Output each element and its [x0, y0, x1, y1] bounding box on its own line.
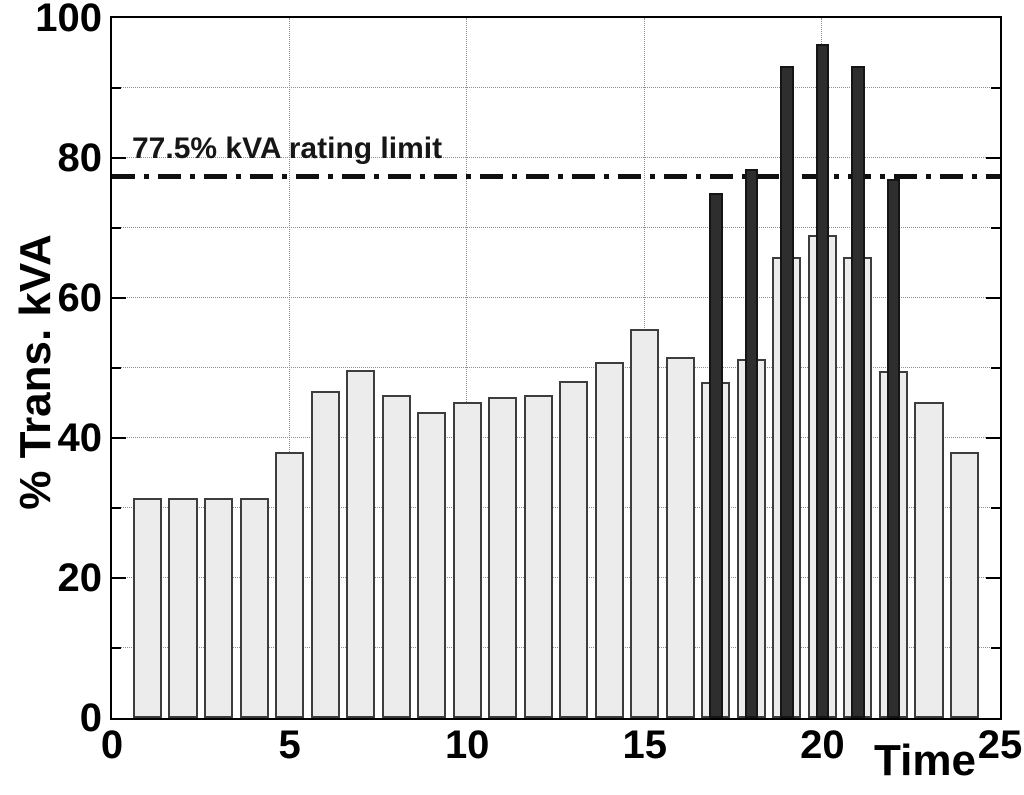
load-bar-hour-11	[488, 396, 518, 718]
h-gridline-60	[112, 297, 1000, 298]
y-axis-tick-right	[991, 367, 1000, 369]
y-axis-tick-right	[986, 157, 1000, 159]
load-bar-hour-3	[203, 497, 234, 718]
load-bar-hour-12	[523, 395, 553, 718]
load-bar-hour-1	[132, 497, 163, 718]
x-tick-label-5: 5	[278, 723, 301, 767]
load-bar-hour-9	[417, 412, 447, 718]
x-tick-label-25: 25	[977, 723, 1023, 767]
load-bar-hour-2	[168, 497, 198, 718]
y-tick-label-100: 100	[35, 0, 102, 40]
y-axis-tick-right	[991, 227, 1000, 229]
h-gridline-10	[112, 647, 1000, 648]
load-bar-hour-24	[949, 452, 980, 718]
y-tick-label-0: 0	[79, 696, 102, 740]
y-axis-tick-left	[112, 577, 126, 579]
h-gridline-50	[112, 367, 1000, 368]
y-axis-label: % Trans. kVA	[11, 234, 60, 510]
y-axis-tick-right	[986, 437, 1000, 439]
y-tick-label-80: 80	[57, 136, 103, 180]
peak-bar-hour-22	[886, 179, 901, 718]
peak-bar-hour-17	[709, 193, 723, 718]
load-bar-hour-6	[310, 391, 340, 718]
load-bar-hour-4	[239, 497, 269, 718]
load-bar-hour-14	[594, 362, 624, 718]
load-bar-hour-8	[381, 395, 411, 718]
y-axis-tick-left	[112, 367, 121, 369]
y-axis-tick-right	[991, 507, 1000, 509]
plot-area: 77.5% kVA rating limit	[110, 16, 1002, 720]
x-axis-label: Time	[874, 736, 976, 785]
h-gridline-40	[112, 437, 1000, 438]
peak-bar-hour-18	[744, 168, 759, 718]
peak-bar-hour-21	[851, 65, 865, 718]
x-tick-label-10: 10	[444, 723, 490, 767]
y-axis-tick-left	[112, 507, 121, 509]
y-axis-tick-right	[986, 577, 1000, 579]
y-tick-label-40: 40	[57, 416, 103, 460]
load-bar-hour-23	[914, 402, 944, 718]
y-axis-tick-left	[112, 297, 126, 299]
load-bar-hour-16	[665, 356, 695, 718]
h-gridline-90	[112, 87, 1000, 88]
v-gridline-5	[288, 18, 290, 718]
y-axis-tick-left	[112, 437, 126, 439]
h-gridline-30	[112, 507, 1000, 508]
h-gridline-70	[112, 227, 1000, 228]
load-bar-hour-13	[559, 380, 589, 718]
y-axis-tick-right	[986, 297, 1000, 299]
y-axis-tick-left	[112, 157, 126, 159]
peak-bar-hour-19	[780, 65, 794, 718]
kva-limit-label: 77.5% kVA rating limit	[132, 131, 443, 165]
load-bar-hour-5	[275, 452, 305, 718]
x-tick-label-0: 0	[100, 723, 124, 767]
y-axis-tick-right	[991, 87, 1000, 89]
y-axis-tick-left	[112, 647, 121, 649]
load-bar-hour-15	[630, 328, 660, 718]
load-bar-hour-10	[452, 402, 482, 718]
y-axis-tick-left	[112, 227, 121, 229]
x-tick-label-20: 20	[800, 723, 845, 767]
x-tick-label-15: 15	[622, 723, 668, 767]
y-tick-label-60: 60	[57, 276, 103, 320]
y-axis-tick-left	[112, 87, 121, 89]
h-gridline-80	[112, 157, 1000, 158]
kva-limit-line	[112, 173, 1000, 179]
y-axis-tick-right	[991, 647, 1000, 649]
v-gridline-10	[466, 18, 468, 718]
peak-bar-hour-20	[815, 43, 830, 718]
y-tick-label-20: 20	[57, 556, 103, 600]
h-gridline-20	[112, 577, 1000, 578]
load-bar-hour-7	[346, 370, 376, 718]
